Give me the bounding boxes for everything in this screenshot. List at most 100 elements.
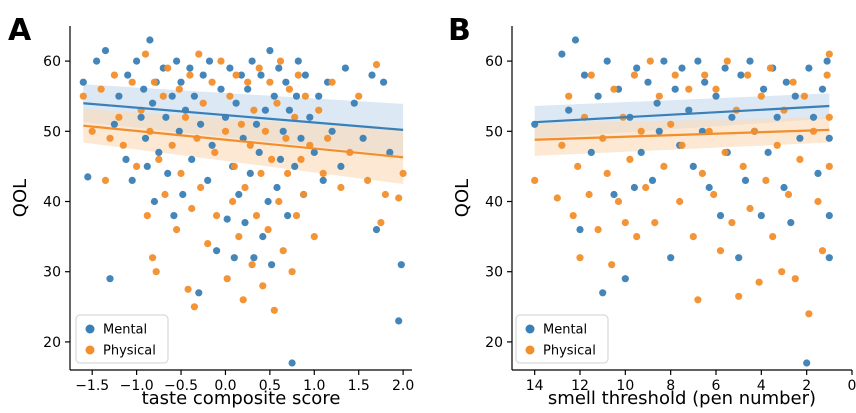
data-point-mental bbox=[230, 254, 238, 262]
data-point-mental bbox=[175, 127, 183, 135]
data-point-physical bbox=[800, 92, 809, 100]
data-point-physical bbox=[646, 57, 654, 65]
legend: Mental Physical bbox=[75, 314, 169, 364]
data-point-mental bbox=[149, 99, 157, 107]
data-point-physical bbox=[766, 64, 775, 72]
data-point-mental bbox=[84, 173, 92, 181]
data-point-mental bbox=[284, 212, 292, 220]
data-point-mental bbox=[292, 92, 301, 100]
data-point-physical bbox=[152, 268, 160, 276]
data-point-physical bbox=[399, 169, 407, 177]
data-point-mental bbox=[576, 226, 584, 234]
data-point-physical bbox=[558, 141, 566, 149]
data-point-physical bbox=[660, 162, 668, 170]
x-tick-label: 4 bbox=[757, 378, 766, 394]
y-tick-label: 60 bbox=[43, 54, 61, 70]
data-point-physical bbox=[319, 169, 327, 177]
data-point-physical bbox=[261, 127, 269, 135]
data-point-mental bbox=[637, 148, 645, 156]
data-point-physical bbox=[101, 176, 110, 184]
data-point-physical bbox=[569, 212, 577, 220]
data-point-physical bbox=[246, 141, 254, 149]
x-tick-label: 6 bbox=[712, 378, 721, 394]
data-point-mental bbox=[764, 148, 772, 156]
data-point-physical bbox=[213, 212, 221, 220]
data-point-mental bbox=[372, 226, 381, 234]
data-point-physical bbox=[177, 169, 185, 177]
x-tick-label: 10 bbox=[616, 378, 634, 394]
data-point-mental bbox=[721, 64, 729, 72]
data-point-physical bbox=[603, 169, 611, 177]
data-point-physical bbox=[744, 71, 752, 79]
data-point-mental bbox=[188, 155, 196, 163]
data-point-physical bbox=[698, 169, 707, 177]
data-point-mental bbox=[621, 275, 629, 283]
x-tick-label: 2 bbox=[802, 378, 811, 394]
data-point-mental bbox=[146, 36, 154, 44]
panel-label: B bbox=[448, 13, 471, 48]
data-point-physical bbox=[255, 64, 263, 72]
data-point-mental bbox=[93, 57, 101, 65]
data-point-physical bbox=[576, 254, 584, 262]
data-point-physical bbox=[594, 226, 602, 234]
data-point-mental bbox=[587, 148, 595, 156]
data-point-physical bbox=[273, 99, 281, 107]
data-point-physical bbox=[292, 212, 301, 220]
data-point-mental bbox=[737, 71, 745, 79]
data-point-physical bbox=[211, 148, 219, 156]
data-point-physical bbox=[221, 127, 230, 135]
data-point-physical bbox=[762, 176, 770, 184]
data-point-physical bbox=[630, 71, 639, 79]
data-point-mental bbox=[155, 148, 163, 156]
y-tick-label: 40 bbox=[43, 195, 61, 211]
data-point-physical bbox=[279, 247, 287, 255]
data-point-mental bbox=[190, 92, 198, 100]
data-point-physical bbox=[186, 71, 194, 79]
data-point-mental bbox=[273, 183, 281, 192]
data-point-physical bbox=[531, 176, 539, 184]
data-point-physical bbox=[241, 183, 249, 192]
data-point-mental bbox=[137, 113, 145, 121]
data-point-mental bbox=[276, 155, 285, 163]
data-point-physical bbox=[585, 190, 593, 199]
data-point-mental bbox=[728, 113, 736, 121]
data-point-physical bbox=[689, 233, 697, 241]
data-point-physical bbox=[825, 113, 833, 121]
regression-line-physical bbox=[534, 128, 830, 141]
data-point-mental bbox=[101, 47, 110, 55]
data-point-mental bbox=[282, 78, 290, 86]
y-tick-label: 20 bbox=[485, 335, 503, 351]
data-point-physical bbox=[626, 155, 634, 163]
legend-label-mental: Mental bbox=[543, 323, 587, 338]
data-point-mental bbox=[782, 78, 790, 86]
data-point-physical bbox=[248, 261, 256, 269]
data-point-physical bbox=[651, 219, 659, 227]
x-tick-label: −1.5 bbox=[75, 378, 109, 394]
data-point-physical bbox=[825, 162, 833, 170]
data-point-physical bbox=[110, 71, 118, 79]
y-axis-title: QOL bbox=[10, 179, 31, 217]
data-point-physical bbox=[676, 197, 684, 206]
data-point-mental bbox=[694, 57, 702, 65]
data-point-mental bbox=[128, 176, 136, 184]
data-point-mental bbox=[328, 127, 336, 135]
y-tick-label: 30 bbox=[43, 265, 61, 281]
data-point-mental bbox=[689, 162, 697, 170]
data-point-physical bbox=[614, 197, 623, 206]
data-point-physical bbox=[553, 194, 561, 202]
data-point-physical bbox=[746, 204, 754, 213]
data-point-mental bbox=[133, 57, 141, 65]
data-point-physical bbox=[285, 85, 293, 93]
data-point-physical bbox=[784, 190, 793, 199]
data-point-mental bbox=[395, 317, 403, 325]
data-point-mental bbox=[239, 134, 247, 142]
data-point-physical bbox=[237, 120, 245, 128]
data-point-mental bbox=[186, 64, 194, 72]
data-point-mental bbox=[341, 64, 349, 72]
data-point-mental bbox=[177, 78, 185, 86]
data-point-mental bbox=[266, 47, 274, 55]
data-point-mental bbox=[653, 99, 661, 107]
data-point-mental bbox=[179, 190, 187, 199]
data-point-mental bbox=[306, 113, 314, 121]
data-point-mental bbox=[140, 85, 148, 93]
